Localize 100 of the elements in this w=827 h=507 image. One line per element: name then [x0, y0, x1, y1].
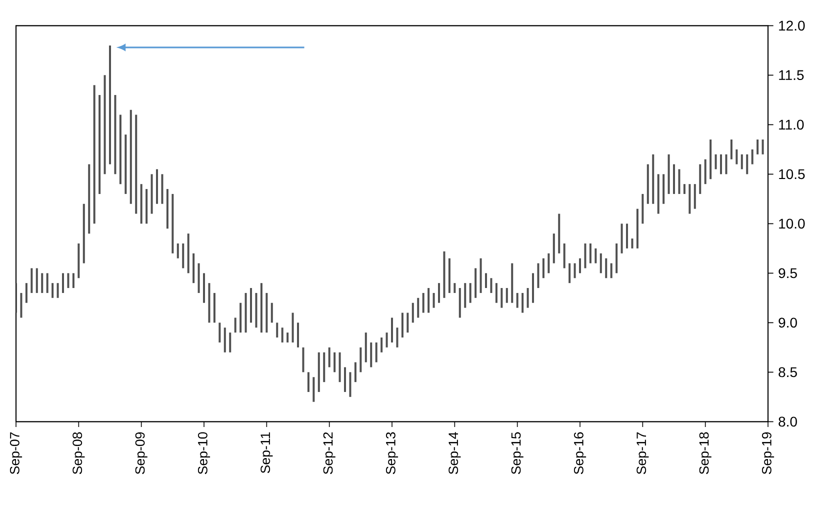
- bar: [255, 292, 258, 328]
- bar: [224, 328, 226, 352]
- bar: [756, 140, 759, 154]
- bar: [234, 318, 236, 333]
- bar: [710, 140, 712, 180]
- y-tick-label: 8.0: [778, 416, 797, 427]
- x-tick-label: Sep-11: [260, 432, 273, 474]
- x-tick-label: Sep-12: [323, 432, 336, 474]
- bar: [218, 322, 221, 342]
- bar: [584, 243, 586, 268]
- bar: [616, 243, 618, 274]
- bar: [516, 292, 518, 308]
- bar: [474, 268, 477, 298]
- x-tick-label: Sep-10: [198, 432, 210, 474]
- bar: [594, 248, 597, 264]
- bar: [338, 352, 341, 382]
- bar: [396, 328, 398, 348]
- bar: [574, 263, 576, 278]
- x-tick-label: Sep-15: [511, 432, 524, 474]
- bar: [176, 243, 179, 258]
- bar: [469, 283, 472, 303]
- bar: [166, 189, 168, 229]
- bar: [334, 352, 336, 372]
- bar: [620, 224, 623, 254]
- bar: [725, 154, 728, 174]
- bar: [673, 164, 676, 194]
- bar: [568, 263, 571, 284]
- bar: [432, 292, 435, 308]
- bar: [150, 174, 153, 214]
- bar: [740, 154, 743, 170]
- bar: [20, 292, 22, 318]
- y-tick-label: 12.0: [779, 20, 805, 31]
- x-tick-label: Sep-18: [699, 432, 712, 474]
- bar: [490, 278, 492, 293]
- bar: [694, 184, 696, 209]
- bar: [631, 238, 634, 248]
- bar: [443, 251, 446, 298]
- x-tick-label: Sep-17: [636, 432, 649, 474]
- bar: [312, 377, 315, 402]
- bar: [229, 332, 232, 352]
- bar: [401, 312, 404, 338]
- bar: [36, 268, 38, 293]
- bar: [93, 85, 96, 224]
- bar: [375, 342, 378, 362]
- bar: [610, 263, 612, 278]
- bar: [548, 253, 550, 274]
- bar: [454, 283, 456, 293]
- bar: [297, 322, 300, 348]
- bar: [688, 184, 691, 214]
- x-tick-label: Sep-19: [762, 432, 774, 474]
- bar: [746, 154, 748, 174]
- y-tick-label: 9.5: [778, 268, 797, 278]
- bar: [589, 243, 592, 264]
- bar: [563, 243, 566, 268]
- bar: [605, 258, 608, 278]
- bar: [30, 268, 33, 293]
- bar: [364, 332, 367, 362]
- bar: [380, 338, 383, 352]
- bar: [78, 243, 80, 278]
- bar: [41, 273, 44, 293]
- bar: [558, 214, 560, 254]
- bar: [56, 283, 59, 298]
- bar: [203, 273, 206, 303]
- bar: [354, 362, 356, 382]
- x-tick-label: Sep-14: [448, 432, 461, 474]
- y-tick-label: 9.0: [778, 318, 797, 328]
- bar: [119, 114, 122, 184]
- bar: [244, 292, 247, 333]
- bar: [302, 347, 304, 372]
- bar: [485, 273, 488, 288]
- bar: [124, 134, 127, 194]
- bar: [213, 292, 216, 323]
- y-tick-label: 10.5: [779, 169, 805, 180]
- bar: [187, 234, 190, 274]
- y-tick-label: 8.5: [778, 367, 797, 378]
- bar: [198, 263, 200, 293]
- bar: [104, 75, 106, 174]
- bar: [626, 224, 628, 248]
- bar: [182, 243, 184, 268]
- bar: [391, 318, 394, 342]
- bar: [318, 352, 320, 392]
- bar: [281, 328, 284, 342]
- bar: [360, 347, 362, 372]
- bar: [67, 273, 70, 288]
- bar: [370, 342, 372, 368]
- bar: [652, 154, 654, 204]
- x-tick-label: Sep-16: [574, 432, 586, 474]
- bar: [762, 140, 764, 154]
- bar: [678, 169, 680, 194]
- bar: [537, 263, 540, 288]
- bar: [208, 283, 210, 323]
- bar: [464, 283, 466, 308]
- bar: [25, 283, 28, 303]
- bar: [82, 204, 85, 264]
- bar: [642, 194, 644, 224]
- bar: [72, 273, 74, 288]
- bar: [161, 174, 164, 204]
- x-tick-label: Sep-08: [72, 432, 85, 474]
- y-tick-label: 11.0: [779, 120, 804, 130]
- bar: [532, 273, 534, 303]
